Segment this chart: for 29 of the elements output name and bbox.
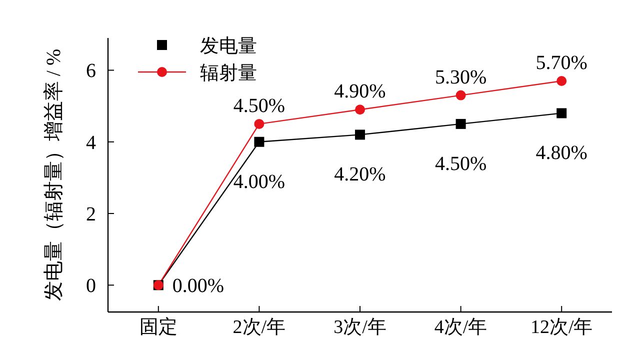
point	[355, 130, 365, 140]
y-tick-label: 0	[86, 275, 96, 298]
data-label: 4.80%	[536, 142, 588, 164]
data-label: 4.20%	[334, 164, 386, 186]
data-label: 4.00%	[233, 170, 286, 193]
x-tick-label: 固定	[139, 316, 178, 337]
point	[556, 108, 567, 118]
y-tick-label: 6	[86, 60, 96, 82]
x-tick-label: 3次/年	[334, 317, 386, 337]
legend-label: 发电量	[200, 36, 257, 57]
y-tick-label: 4	[86, 132, 96, 154]
point	[254, 118, 264, 129]
data-label: 4.90%	[334, 80, 386, 103]
data-label: 5.70%	[536, 52, 588, 74]
point	[456, 90, 466, 100]
point	[456, 118, 466, 129]
x-tick-label: 4次/年	[434, 317, 488, 337]
legend-label: 辐射量	[200, 63, 257, 84]
data-label: 4.50%	[233, 94, 286, 117]
point	[556, 76, 567, 86]
data-label: 4.50%	[434, 152, 487, 175]
data-label: 0.00%	[172, 275, 224, 298]
point	[254, 136, 264, 147]
y-axis-title: 发电量（辐射量）增益率 / %	[43, 48, 65, 302]
point	[355, 104, 365, 115]
data-label: 5.30%	[434, 66, 487, 88]
x-tick-label: 2次/年	[232, 317, 286, 337]
x-tick-label: 12次/年	[530, 317, 593, 337]
y-tick-label: 2	[86, 204, 96, 226]
